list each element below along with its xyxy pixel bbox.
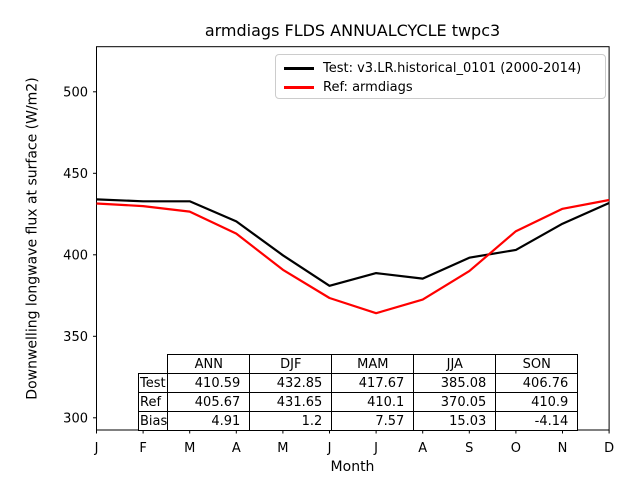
stats-value-cell: 385.08 — [413, 373, 497, 393]
stats-col-header: ANN — [167, 354, 251, 374]
stats-value-cell: 4.91 — [167, 411, 251, 431]
stats-value-cell: -4.14 — [495, 411, 579, 431]
x-tick-label: D — [604, 441, 614, 456]
x-tick-label: N — [558, 441, 568, 456]
stats-value-cell: 410.59 — [167, 373, 251, 393]
y-tick-label: 350 — [63, 330, 88, 345]
stats-value-cell: 370.05 — [413, 392, 497, 412]
test-line-sample — [284, 67, 314, 70]
x-tick-label: A — [232, 441, 241, 456]
stats-value-cell: 406.76 — [495, 373, 579, 393]
table-corner-cell — [139, 355, 168, 374]
stats-col-header: DJF — [249, 354, 333, 374]
stats-row-label: Bias — [137, 411, 169, 431]
legend-item-test: Test: v3.LR.historical_0101 (2000-2014) — [284, 59, 605, 78]
chart-title: armdiags FLDS ANNUALCYCLE twpc3 — [204, 21, 501, 40]
stats-value-cell: 15.03 — [413, 411, 497, 431]
legend: Test: v3.LR.historical_0101 (2000-2014) … — [275, 54, 606, 99]
stats-row: Test 410.59 432.85 417.67 385.08 406.76 — [137, 373, 579, 393]
stats-row-label: Ref — [137, 392, 169, 412]
y-tick-label: 450 — [63, 167, 88, 182]
x-tick-label: J — [94, 441, 99, 456]
test-series-line — [96, 198, 610, 287]
legend-item-ref: Ref: armdiags — [284, 78, 605, 97]
x-tick-label: J — [327, 441, 332, 456]
stats-row-label: Test — [137, 373, 169, 393]
stats-value-cell: 410.1 — [331, 392, 415, 412]
x-tick-label: M — [184, 441, 195, 456]
y-tick-label: 300 — [63, 411, 88, 426]
stats-value-cell: 431.65 — [249, 392, 333, 412]
y-tick-label: 400 — [63, 248, 88, 263]
x-tick-label: J — [373, 441, 378, 456]
stats-value-cell: 405.67 — [167, 392, 251, 412]
stats-col-header: MAM — [331, 354, 415, 374]
x-tick-label: O — [511, 441, 521, 456]
x-tick-label: S — [465, 441, 473, 456]
stats-row: Bias 4.91 1.2 7.57 15.03 -4.14 — [137, 411, 579, 431]
legend-label-ref: Ref: armdiags — [323, 80, 413, 95]
legend-label-test: Test: v3.LR.historical_0101 (2000-2014) — [323, 61, 582, 76]
stats-row: Ref 405.67 431.65 410.1 370.05 410.9 — [137, 392, 579, 412]
x-tick-label: M — [277, 441, 288, 456]
stats-col-header: JJA — [413, 354, 497, 374]
stats-col-header: SON — [495, 354, 579, 374]
ref-line-sample — [284, 86, 314, 89]
stats-value-cell: 410.9 — [495, 392, 579, 412]
y-tick-label: 500 — [63, 85, 88, 100]
stats-table: ANN DJF MAM JJA SON Test 410.59 432.85 417.67 385… — [137, 354, 579, 431]
stats-value-cell: 432.85 — [249, 373, 333, 393]
x-axis-label: Month — [330, 459, 375, 475]
stats-value-cell: 7.57 — [331, 411, 415, 431]
stats-value-cell: 417.67 — [331, 373, 415, 393]
ref-series-line — [96, 198, 610, 315]
x-tick-label: A — [418, 441, 427, 456]
stats-value-cell: 1.2 — [249, 411, 333, 431]
y-axis-label: Downwelling longwave flux at surface (W/… — [24, 77, 41, 400]
x-tick-label: F — [139, 441, 146, 456]
